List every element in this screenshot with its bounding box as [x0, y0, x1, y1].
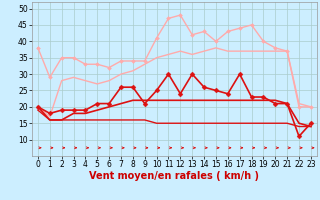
X-axis label: Vent moyen/en rafales ( km/h ): Vent moyen/en rafales ( km/h ) [89, 171, 260, 181]
